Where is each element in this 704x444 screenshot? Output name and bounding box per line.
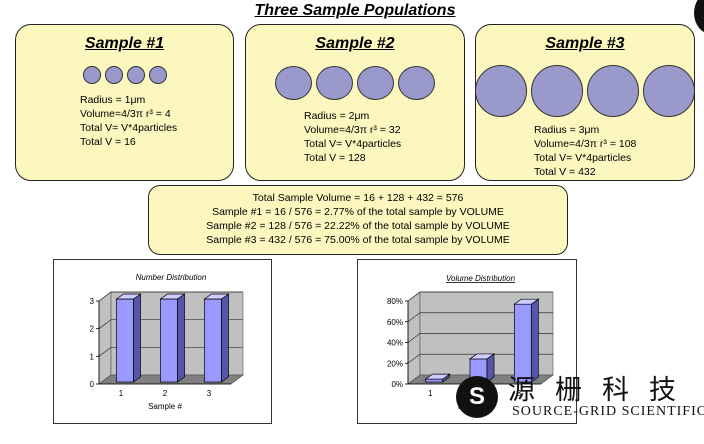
y-tick-label: 40% xyxy=(387,339,403,348)
chart-title: Volume Distribution xyxy=(446,274,516,283)
corner-decoration xyxy=(694,0,704,34)
bar-side xyxy=(221,293,229,383)
logo-english-name: SOURCE-GRID SCIENTIFIC xyxy=(512,404,704,419)
x-tick-label: 3 xyxy=(207,389,212,398)
sample-2-title: Sample #2 xyxy=(315,35,395,52)
sample-2-total: Total V = 128 xyxy=(304,152,366,164)
gridline xyxy=(98,319,243,329)
sample-2-total-formula: Total V= V*4particles xyxy=(304,138,402,150)
sample-1-volume: Volume=4/3π r³ = 4 xyxy=(80,108,171,120)
particle xyxy=(398,66,435,100)
x-tick-label: 1 xyxy=(119,389,124,398)
particle xyxy=(104,66,123,84)
bar xyxy=(204,298,222,383)
sample-3-title: Sample #3 xyxy=(545,35,625,52)
sample-3-volume: Volume=4/3π r³ = 108 xyxy=(534,138,637,150)
y-tick-label: 1 xyxy=(90,352,95,361)
y-tick-label: 3 xyxy=(90,297,95,306)
plot-side-wall xyxy=(98,291,112,385)
sample-3-panel: Sample #3 Radius = 3μm Volume=4/3π r³ = … xyxy=(475,24,695,181)
sample-3-radius: Radius = 3μm xyxy=(534,124,600,136)
sample-1-radius: Radius = 1μm xyxy=(80,94,146,106)
particle xyxy=(148,66,167,84)
sample-2-info: Radius = 2μm Volume=4/3π r³ = 32 Total V… xyxy=(304,109,401,165)
bar-top xyxy=(513,298,540,305)
sample-1-info: Radius = 1μm Volume=4/3π r³ = 4 Total V=… xyxy=(80,93,177,149)
number-distribution-chart: Number Distribution 0 1 2 3 1 2 3 Sample # xyxy=(53,259,272,424)
bar-side xyxy=(133,293,141,383)
sample-1-panel: Sample #1 Radius = 1μm Volume=4/3π r³ = … xyxy=(15,24,234,181)
y-tick-label: 60% xyxy=(387,318,403,327)
bar-top xyxy=(424,373,451,380)
summary-total-volume: Total Sample Volume = 16 + 128 + 432 = 5… xyxy=(252,192,464,204)
particle xyxy=(643,65,695,117)
sample-2-particles xyxy=(246,66,464,100)
y-tick-label: 0% xyxy=(391,380,403,389)
sample-3-total: Total V = 432 xyxy=(534,166,596,178)
x-tick-label: 2 xyxy=(163,389,168,398)
bar xyxy=(116,298,134,383)
company-logo: S 源栅科技 SOURCE-GRID SCIENTIFIC xyxy=(450,360,704,444)
gridline xyxy=(407,291,553,302)
bar-top xyxy=(159,293,186,300)
sample-3-particles xyxy=(475,65,695,117)
summary-sample-1: Sample #1 = 16 / 576 = 2.77% of the tota… xyxy=(212,206,504,218)
particle xyxy=(275,66,312,100)
particle xyxy=(357,66,394,100)
particle xyxy=(126,66,145,84)
sample-1-total-formula: Total V= V*4particles xyxy=(80,122,178,134)
page-title: Three Sample Populations xyxy=(254,2,456,19)
chart-title: Number Distribution xyxy=(136,273,207,282)
y-tick-label: 20% xyxy=(387,359,403,368)
sample-2-panel: Sample #2 Radius = 2μm Volume=4/3π r³ = … xyxy=(245,24,465,181)
particle xyxy=(82,66,101,84)
gridline xyxy=(407,353,553,364)
x-tick-label: 1 xyxy=(428,389,433,398)
bar-side xyxy=(177,293,185,383)
gridline xyxy=(98,346,243,357)
volume-summary-lines: Total Sample Volume = 16 + 128 + 432 = 5… xyxy=(149,191,567,247)
particle xyxy=(531,65,583,117)
logo-mark: S xyxy=(456,376,498,418)
particle xyxy=(316,66,353,100)
gridline xyxy=(98,291,243,302)
bar-top xyxy=(203,293,230,300)
volume-distribution-chart: Volume Distribution0%20%40%60%80%123Samp… xyxy=(357,259,577,424)
sample-3-total-formula: Total V= V*4particles xyxy=(534,152,632,164)
sample-1-total: Total V = 16 xyxy=(80,136,136,148)
bar xyxy=(425,378,444,383)
bar-top xyxy=(115,293,142,300)
summary-sample-3: Sample #3 = 432 / 576 = 75.00% of the to… xyxy=(206,234,510,246)
number-distribution-plot: Number Distribution 0 1 2 3 1 2 3 Sample # xyxy=(90,273,244,411)
particle xyxy=(475,65,527,117)
volume-distribution-plot: Volume Distribution0%20%40%60%80%123Samp… xyxy=(387,274,554,411)
sample-1-title: Sample #1 xyxy=(84,35,165,52)
volume-summary-panel: Total Sample Volume = 16 + 128 + 432 = 5… xyxy=(148,185,568,255)
sample-2-volume: Volume=4/3π r³ = 32 xyxy=(304,124,401,136)
bar xyxy=(160,298,178,383)
sample-2-radius: Radius = 2μm xyxy=(304,110,370,122)
y-tick-label: 80% xyxy=(387,297,403,306)
x-tick-label: 3 xyxy=(517,389,522,398)
logo-chinese-name: 源栅科技 xyxy=(508,375,696,406)
x-axis-label: Sample # xyxy=(148,402,182,411)
y-tick-label: 2 xyxy=(90,325,95,334)
particle xyxy=(587,65,639,117)
y-tick-label: 0 xyxy=(90,380,95,389)
sample-3-info: Radius = 3μm Volume=4/3π r³ = 108 Total … xyxy=(534,123,636,179)
bar-top xyxy=(468,353,496,360)
gridline xyxy=(407,333,553,343)
gridline xyxy=(407,312,553,323)
sample-1-particles xyxy=(16,66,233,84)
summary-sample-2: Sample #2 = 128 / 576 = 22.22% of the to… xyxy=(206,220,510,232)
